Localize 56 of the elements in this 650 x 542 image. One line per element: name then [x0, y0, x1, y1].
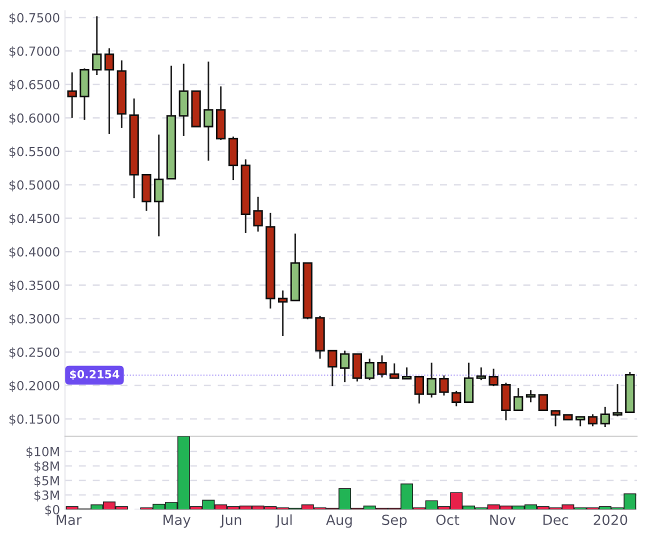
candlestick [526, 389, 536, 403]
candlestick [92, 15, 102, 76]
candlestick [514, 387, 524, 411]
candlestick [488, 368, 498, 387]
x-tick-label: Nov [490, 514, 516, 526]
y-tick-label: $3M [34, 490, 59, 502]
x-tick-label: May [164, 514, 191, 528]
candlestick [575, 416, 586, 428]
candlestick [364, 358, 374, 381]
candlestick [452, 390, 462, 407]
candlestick [390, 362, 400, 379]
y-tick-label: $8M [34, 461, 59, 473]
candlestick [600, 406, 610, 428]
y-tick-label: $0.5000 [9, 180, 60, 192]
candlestick [340, 350, 350, 383]
candlestick [377, 354, 387, 378]
y-tick-label: $0.5500 [9, 146, 60, 158]
candlestick [588, 413, 598, 428]
y-tick-label: $0 [45, 504, 60, 516]
y-tick-label: $0.4000 [9, 246, 60, 258]
candlestick [328, 350, 338, 387]
candlestick [426, 362, 436, 398]
candlestick [104, 48, 114, 135]
ref-line-label: $0.2154 [70, 370, 120, 380]
candlestick [414, 376, 424, 404]
y-tick-label: $0.6500 [9, 80, 60, 92]
y-tick-label: $0.3500 [9, 280, 60, 292]
candlestick [278, 290, 288, 337]
candlestick [550, 409, 560, 428]
y-tick-label: $0.2000 [9, 380, 60, 392]
candlestick [253, 196, 263, 232]
x-tick-label: Aug [326, 514, 352, 528]
candlestick [439, 374, 449, 396]
y-tick-label: $10M [26, 446, 59, 458]
x-tick-label: Mar [56, 514, 82, 526]
x-tick-label: Jul [275, 514, 292, 528]
candlestick [402, 366, 412, 380]
x-tick-label: Dec [543, 514, 568, 526]
candlestick [538, 394, 548, 411]
y-tick-label: $0.4500 [9, 213, 60, 225]
x-tick-label: Jun [220, 514, 242, 528]
y-tick-label: $0.1500 [9, 414, 60, 426]
candlestick [476, 366, 486, 381]
y-tick-label: $0.3000 [9, 314, 60, 326]
x-tick-label: 2020 [594, 514, 628, 526]
x-tick-label: Sep [382, 514, 407, 528]
y-tick-label: $0.2500 [9, 347, 60, 359]
y-tick-label: $0.7500 [9, 12, 60, 24]
y-tick-label: $0.7000 [9, 46, 60, 58]
candlestick [204, 60, 214, 162]
candlestick [612, 383, 622, 418]
y-tick-label: $0.6000 [9, 113, 60, 124]
x-tick-label: Oct [436, 514, 460, 526]
y-tick-label: $5M [34, 476, 59, 488]
candlestick [154, 134, 164, 238]
candlestick [67, 72, 77, 119]
